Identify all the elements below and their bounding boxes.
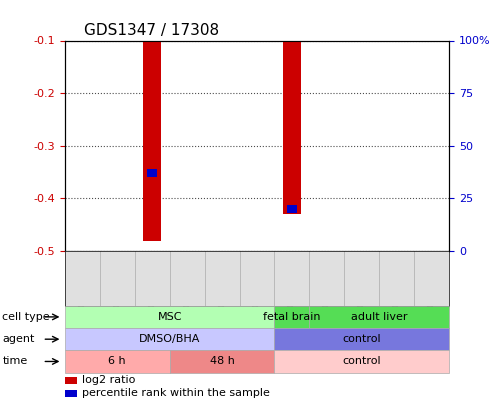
Bar (144, 40, 161, 241)
Text: DMSO/BHA: DMSO/BHA (139, 334, 200, 344)
Bar (286, 205, 297, 213)
Text: 6 h: 6 h (108, 356, 126, 367)
Bar (147, 169, 158, 177)
Text: agent: agent (2, 334, 35, 344)
Bar (283, 40, 300, 214)
Text: control: control (342, 334, 381, 344)
Text: time: time (2, 356, 28, 367)
Text: fetal brain: fetal brain (263, 312, 321, 322)
Text: percentile rank within the sample: percentile rank within the sample (82, 388, 270, 398)
Text: 48 h: 48 h (210, 356, 235, 367)
Text: log2 ratio: log2 ratio (82, 375, 136, 385)
Text: control: control (342, 356, 381, 367)
Text: cell type: cell type (2, 312, 50, 322)
Text: adult liver: adult liver (351, 312, 408, 322)
Text: MSC: MSC (157, 312, 182, 322)
Text: GDS1347 / 17308: GDS1347 / 17308 (84, 23, 219, 38)
